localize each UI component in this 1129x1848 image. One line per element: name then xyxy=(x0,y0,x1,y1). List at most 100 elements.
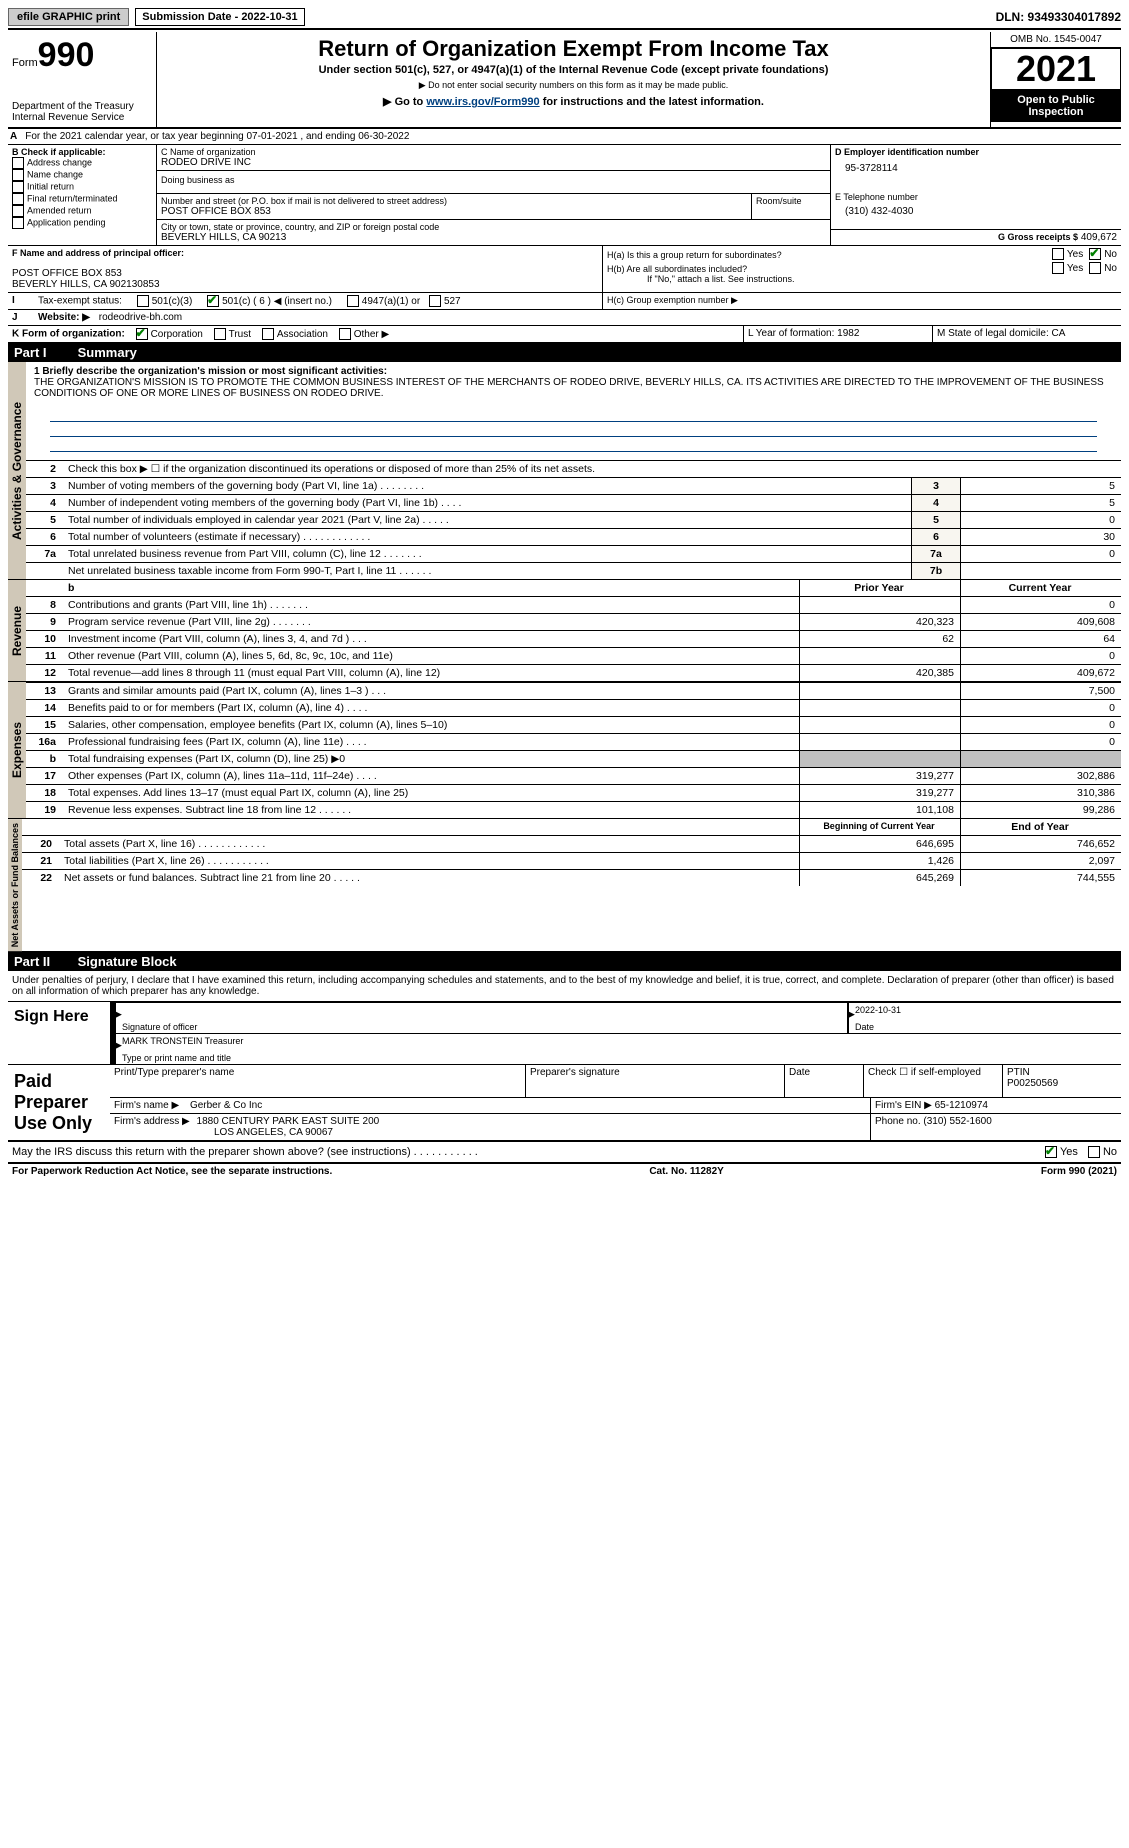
chk-501c3[interactable] xyxy=(137,295,149,307)
hc-label: H(c) Group exemption number ▶ xyxy=(603,293,1121,309)
gov-row: 6Total number of volunteers (estimate if… xyxy=(26,529,1121,546)
line-klm: K Form of organization: Corporation Trus… xyxy=(8,326,1121,343)
firm-addr1: 1880 CENTURY PARK EAST SUITE 200 xyxy=(197,1116,380,1127)
form-note2: ▶ Go to www.irs.gov/Form990 for instruct… xyxy=(163,95,984,108)
header-right: OMB No. 1545-0047 2021 Open to Public In… xyxy=(991,32,1121,127)
hb-label: H(b) Are all subordinates included? xyxy=(607,264,1052,274)
rev-lines: 8Contributions and grants (Part VIII, li… xyxy=(26,596,1121,681)
gov-lines: 3Number of voting members of the governi… xyxy=(26,477,1121,579)
ein-value: 95-3728114 xyxy=(845,163,1117,174)
f-line2: BEVERLY HILLS, CA 902130853 xyxy=(12,279,598,290)
discuss-text: May the IRS discuss this return with the… xyxy=(12,1146,1045,1158)
ha-label: H(a) Is this a group return for subordin… xyxy=(607,250,1052,260)
officer-signature-field[interactable]: Signature of officer xyxy=(110,1002,848,1033)
hb-no[interactable] xyxy=(1089,262,1101,274)
firm-ein-value: 65-1210974 xyxy=(935,1100,988,1111)
preparer-sig-label: Preparer's signature xyxy=(526,1065,785,1097)
form-no-big: 990 xyxy=(38,36,95,74)
sig-officer-label: Signature of officer xyxy=(122,1022,197,1032)
dept-text: Department of the Treasury xyxy=(12,101,152,112)
chk-trust[interactable] xyxy=(214,328,226,340)
fin-row: 11Other revenue (Part VIII, column (A), … xyxy=(26,648,1121,665)
prep-phone-label: Phone no. xyxy=(875,1116,921,1127)
note2-suffix: for instructions and the latest informat… xyxy=(540,96,764,108)
l-label: L Year of formation: 1982 xyxy=(744,326,933,342)
chk-final-return[interactable]: Final return/terminated xyxy=(12,193,152,205)
chk-address-change[interactable]: Address change xyxy=(12,157,152,169)
gov-row: 7aTotal unrelated business revenue from … xyxy=(26,546,1121,563)
firm-ein-label: Firm's EIN ▶ xyxy=(875,1100,932,1111)
bcdeg-block: B Check if applicable: Address change Na… xyxy=(8,145,1121,246)
line2-text: Check this box ▶ ☐ if the organization d… xyxy=(64,461,1121,478)
section-deg: D Employer identification number 95-3728… xyxy=(830,145,1121,245)
firm-addr-label: Firm's address ▶ xyxy=(114,1116,190,1127)
cat-no: Cat. No. 11282Y xyxy=(649,1166,723,1177)
part-i-header: Part I Summary xyxy=(8,343,1121,362)
summary-netassets: Net Assets or Fund Balances Beginning of… xyxy=(8,819,1121,952)
hb-note: If "No," attach a list. See instructions… xyxy=(607,274,1117,284)
addr-value: POST OFFICE BOX 853 xyxy=(161,206,747,217)
chk-association[interactable] xyxy=(262,328,274,340)
vlabel-revenue: Revenue xyxy=(8,580,26,681)
i-label: Tax-exempt status: xyxy=(38,296,122,307)
dba-label: Doing business as xyxy=(161,175,826,185)
header-mid: Return of Organization Exempt From Incom… xyxy=(157,32,991,127)
governance-table: 2Check this box ▶ ☐ if the organization … xyxy=(26,460,1121,477)
room-label: Room/suite xyxy=(756,196,826,206)
paperwork-text: For Paperwork Reduction Act Notice, see … xyxy=(12,1166,332,1177)
fin-row: 16aProfessional fundraising fees (Part I… xyxy=(26,734,1121,751)
b-label: B Check if applicable: xyxy=(12,147,152,157)
self-employed-check[interactable]: Check ☐ if self-employed xyxy=(864,1065,1003,1097)
fin-row: 19Revenue less expenses. Subtract line 1… xyxy=(26,802,1121,819)
j-label: Website: ▶ xyxy=(38,312,90,323)
part-i-label: Part I xyxy=(14,345,74,360)
fin-row: 12Total revenue—add lines 8 through 11 (… xyxy=(26,665,1121,682)
chk-501c[interactable] xyxy=(207,295,219,307)
begin-year-hdr: Beginning of Current Year xyxy=(800,819,961,835)
net-lines: 20Total assets (Part X, line 16) . . . .… xyxy=(22,835,1121,886)
chk-other[interactable] xyxy=(339,328,351,340)
discuss-yes[interactable] xyxy=(1045,1146,1057,1158)
chk-corporation[interactable] xyxy=(136,328,148,340)
firm-name-value: Gerber & Co Inc xyxy=(190,1100,262,1111)
sign-here-label: Sign Here xyxy=(8,1002,110,1064)
form-word: Form xyxy=(12,57,38,69)
sig-date-label: Date xyxy=(855,1022,874,1032)
chk-application-pending[interactable]: Application pending xyxy=(12,217,152,229)
fin-row: 20Total assets (Part X, line 16) . . . .… xyxy=(22,836,1121,853)
ptin-value: P00250569 xyxy=(1007,1078,1117,1089)
fin-row: 13Grants and similar amounts paid (Part … xyxy=(26,683,1121,700)
summary-governance: Activities & Governance 1 Briefly descri… xyxy=(8,362,1121,580)
submission-date-button[interactable]: Submission Date - 2022-10-31 xyxy=(135,8,304,26)
section-h: H(a) Is this a group return for subordin… xyxy=(603,246,1121,292)
c-name-label: C Name of organization xyxy=(161,147,826,157)
line-a-text: For the 2021 calendar year, or tax year … xyxy=(21,129,413,144)
section-c: C Name of organization RODEO DRIVE INC D… xyxy=(157,145,830,245)
gov-row: Net unrelated business taxable income fr… xyxy=(26,563,1121,580)
paid-preparer-label: Paid Preparer Use Only xyxy=(8,1065,110,1140)
fin-row: 8Contributions and grants (Part VIII, li… xyxy=(26,597,1121,614)
form990-link[interactable]: www.irs.gov/Form990 xyxy=(426,96,539,108)
discuss-no[interactable] xyxy=(1088,1146,1100,1158)
org-name: RODEO DRIVE INC xyxy=(161,157,826,168)
netassets-header: Beginning of Current Year End of Year xyxy=(22,819,1121,835)
sig-date-field: 2022-10-31 Date xyxy=(848,1002,1121,1033)
chk-4947[interactable] xyxy=(347,295,359,307)
chk-amended-return[interactable]: Amended return xyxy=(12,205,152,217)
city-label: City or town, state or province, country… xyxy=(161,222,826,232)
dln-text: DLN: 93493304017892 xyxy=(996,10,1121,24)
ha-no[interactable] xyxy=(1089,248,1101,260)
hb-yes[interactable] xyxy=(1052,262,1064,274)
chk-name-change[interactable]: Name change xyxy=(12,169,152,181)
chk-initial-return[interactable]: Initial return xyxy=(12,181,152,193)
line-j: J Website: ▶ rodeodrive-bh.com xyxy=(8,310,1121,326)
chk-527[interactable] xyxy=(429,295,441,307)
paid-preparer-block: Paid Preparer Use Only Print/Type prepar… xyxy=(8,1065,1121,1142)
end-year-hdr: End of Year xyxy=(961,819,1122,835)
ha-yes[interactable] xyxy=(1052,248,1064,260)
ruled-lines xyxy=(50,407,1097,452)
gov-row: 4Number of independent voting members of… xyxy=(26,495,1121,512)
firm-name-label: Firm's name ▶ xyxy=(114,1100,179,1111)
form-subtitle: Under section 501(c), 527, or 4947(a)(1)… xyxy=(163,64,984,76)
fin-row: 10Investment income (Part VIII, column (… xyxy=(26,631,1121,648)
